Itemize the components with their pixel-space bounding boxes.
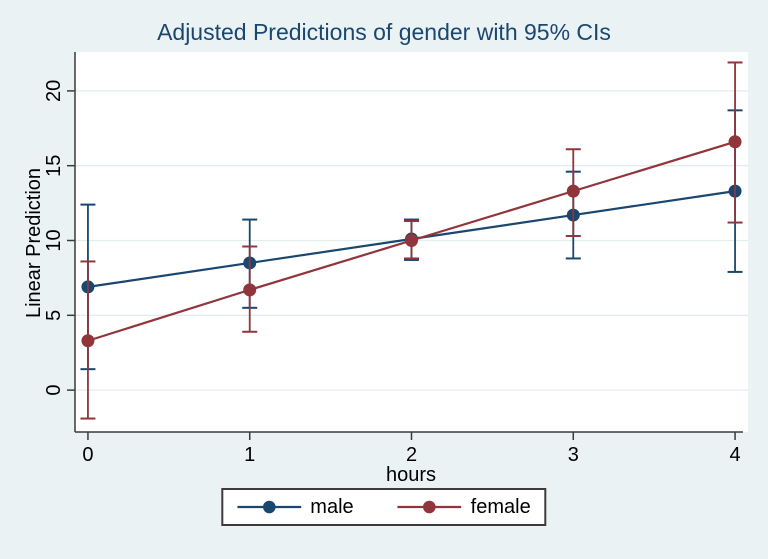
y-tick-label: 10: [43, 229, 65, 251]
legend-item-male: male: [237, 496, 354, 518]
x-axis-label: hours: [386, 464, 436, 486]
x-tick-label: 4: [729, 444, 740, 466]
legend-label-female: female: [470, 496, 531, 518]
x-tick-label: 3: [568, 444, 579, 466]
legend: male female: [221, 488, 547, 526]
y-axis-label: Linear Prediction: [23, 168, 45, 318]
chart-title: Adjusted Predictions of gender with 95% …: [157, 19, 611, 45]
male-swatch-marker: [263, 500, 276, 514]
chart-layer: 0 5 10 15 20 0 1 2 3 4: [43, 52, 748, 466]
y-tick-label: 20: [43, 80, 65, 102]
data-point-female: [728, 135, 742, 149]
data-point-female: [81, 334, 95, 348]
male-line-marker-swatch: [237, 500, 302, 514]
female-line-marker-swatch: [397, 500, 462, 514]
y-tick-label: 0: [43, 385, 65, 396]
legend-label-male: male: [310, 496, 354, 518]
data-point-female: [243, 283, 257, 297]
x-tick-label: 2: [406, 444, 417, 466]
data-point-female: [405, 234, 418, 248]
data-point-female: [566, 184, 580, 198]
x-tick-label: 0: [82, 444, 93, 466]
y-tick-label: 15: [43, 155, 65, 177]
x-tick-label: 1: [244, 444, 255, 466]
y-tick-label: 5: [43, 310, 65, 321]
female-swatch-marker: [423, 500, 436, 514]
legend-item-female: female: [397, 496, 531, 518]
